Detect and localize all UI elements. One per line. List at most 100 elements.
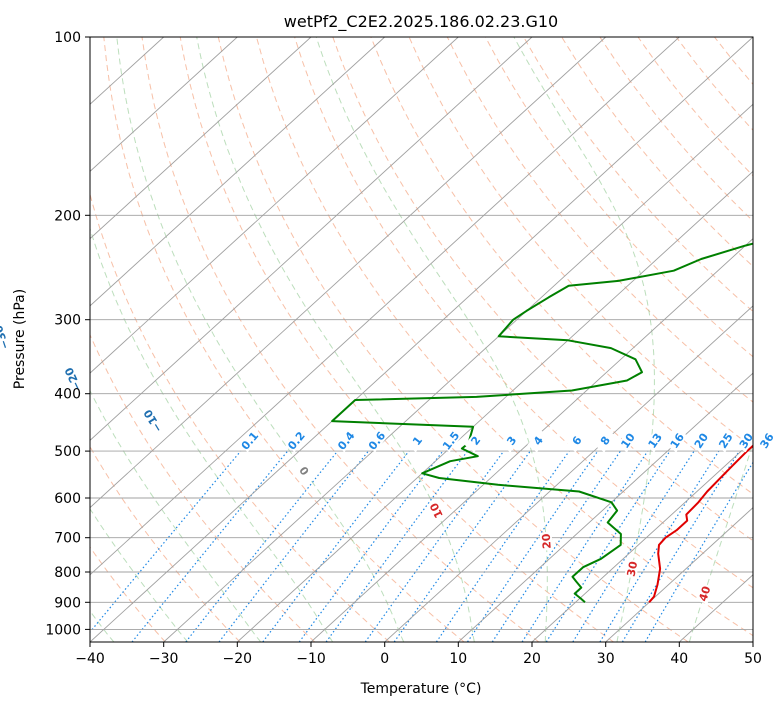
mixing-ratio-line: [185, 450, 339, 642]
isotherm: [163, 103, 753, 642]
dry-adiabat: [90, 192, 390, 642]
moist-adiabat: [315, 37, 548, 642]
dry-adiabat: [90, 546, 166, 642]
x-tick-label: −10: [296, 651, 326, 667]
label-mask: [617, 428, 639, 453]
moist-adiabat: [90, 389, 262, 642]
isotherm: [90, 37, 238, 173]
moist-adiabat: [196, 37, 475, 642]
label-mask: [566, 428, 588, 453]
x-tick-label: 0: [380, 651, 389, 667]
isotherm: [90, 37, 533, 441]
label-mask: [439, 429, 462, 453]
label-mask: [293, 460, 315, 482]
label-mask: [464, 429, 487, 453]
y-tick-label: 900: [54, 595, 81, 611]
y-tick-label: 100: [54, 30, 81, 46]
x-tick-label: −20: [223, 651, 253, 667]
isotherm: [605, 506, 753, 642]
y-tick-label: 400: [54, 387, 81, 403]
label-mask: [735, 428, 757, 453]
dry-adiabat: [294, 37, 753, 589]
mixing-ratio-line: [572, 450, 695, 642]
dry-adiabat: [179, 37, 614, 642]
moist-adiabat-label: 30: [625, 560, 641, 578]
mixing-ratio-line: [131, 450, 289, 642]
isotherm: [90, 37, 312, 240]
x-tick-label: 20: [523, 651, 541, 667]
label-mask: [644, 428, 666, 453]
x-tick-label: 40: [670, 651, 688, 667]
isotherm: [90, 37, 386, 307]
label-mask: [426, 499, 446, 522]
label-mask: [335, 429, 357, 453]
x-tick-label: −30: [149, 651, 179, 667]
label-mask: [62, 365, 84, 393]
y-tick-label: 300: [54, 313, 81, 329]
label-mask: [365, 429, 388, 453]
label-mask: [756, 428, 775, 453]
plot-frame: [89, 36, 754, 643]
moist-adiabat-label: 20: [540, 533, 554, 550]
isotherm: [531, 439, 753, 642]
mixing-ratio-line: [621, 450, 740, 642]
mixing-ratio-line: [364, 450, 505, 642]
mixing-ratio-line: [545, 450, 671, 642]
label-mask: [0, 324, 11, 351]
profiles: [331, 242, 753, 604]
chart-title: wetPf2_C2E2.2025.186.02.23.G10: [284, 12, 558, 32]
label-mask: [141, 407, 165, 435]
label-mask: [696, 583, 713, 605]
isotherm: [310, 238, 753, 642]
moist-adiabat-label: 40: [696, 584, 713, 603]
y-tick-label: 800: [54, 565, 81, 581]
label-mask: [285, 429, 308, 453]
mixing-ratio-line: [298, 450, 444, 642]
label-mask: [715, 428, 737, 453]
mixing-ratio-line: [435, 450, 570, 642]
y-tick-label: 500: [54, 444, 81, 460]
dry-adiabat-label: −30: [0, 323, 12, 351]
mixing-ratio-line: [521, 450, 649, 642]
label-mask: [500, 428, 523, 453]
x-tick-label: 10: [449, 651, 467, 667]
axes: −40 −30 −20 −10 0 10 20 30 40 50 100 200 300 400 500 60…: [45, 30, 762, 667]
moist-adiabat: [90, 507, 189, 642]
dry-adiabat: [217, 37, 689, 642]
x-tick-label: 50: [744, 651, 762, 667]
mixing-ratio-line: [262, 450, 410, 642]
y-tick-label: 1000: [45, 622, 81, 638]
x-tick-label: 30: [597, 651, 615, 667]
isotherm: [384, 305, 753, 642]
dry-adiabat: [484, 37, 753, 358]
dry-adiabat: [408, 37, 753, 449]
y-tick-label: 600: [54, 491, 81, 507]
temperature-line: [648, 444, 753, 603]
label-mask: [539, 531, 553, 551]
x-tick-label: −40: [75, 651, 105, 667]
label-mask: [690, 428, 712, 453]
mixing-ratio-label: 36: [758, 431, 775, 451]
dry-adiabat: [332, 37, 753, 542]
dry-adiabat: [370, 37, 753, 495]
mixing-ratio-line: [466, 450, 599, 642]
isotherm: [457, 372, 753, 642]
y-tick-label: 200: [54, 208, 81, 224]
moist-adiabat: [116, 37, 405, 642]
y-tick-label: 700: [54, 531, 81, 547]
isotherm: [90, 37, 753, 642]
dry-adiabat: [141, 37, 540, 642]
label-mask: [624, 558, 640, 579]
moist-adiabat-label: 10: [427, 500, 446, 520]
y-axis-label: Pressure (hPa): [12, 289, 28, 389]
label-mask: [238, 429, 261, 453]
mixing-ratio-line: [90, 450, 242, 633]
label-mask: [594, 428, 616, 453]
dry-adiabat: [523, 37, 753, 313]
isotherm: [90, 37, 680, 576]
label-mask: [666, 428, 688, 453]
label-mask: [406, 429, 429, 453]
dewpoint-line: [331, 242, 753, 604]
